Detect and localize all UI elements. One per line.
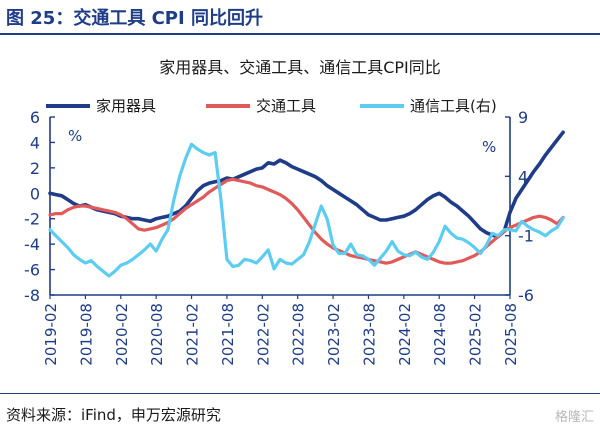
x-tick-label: 2024-02 <box>396 303 414 366</box>
x-tick-label: 2024-08 <box>431 303 449 366</box>
line-chart: 6 4 2 0 -2 -4 -6 -8 9 4 -1 -6%% 2019-02 2019-08 2020-0… <box>24 97 565 366</box>
legend-label-2: 交通工具 <box>256 97 316 115</box>
left-tick-label: -2 <box>24 210 40 229</box>
series-line-3 <box>48 142 565 278</box>
right-tick-label: 4 <box>518 167 528 186</box>
left-tick-label: 0 <box>30 184 40 203</box>
x-tick-label: 2021-02 <box>184 303 202 366</box>
x-tick-label: 2021-08 <box>219 303 237 366</box>
series-line-1 <box>48 130 565 239</box>
x-tick-label: 2022-02 <box>254 303 272 366</box>
title-divider <box>0 33 600 35</box>
source-divider <box>0 393 600 394</box>
right-tick-label: 9 <box>518 108 528 127</box>
right-tick-label: -6 <box>518 286 534 305</box>
x-tick-label: 2025-02 <box>467 303 485 366</box>
x-tick-label: 2025-08 <box>502 303 520 366</box>
x-tick-label: 2019-08 <box>77 303 95 366</box>
figure-title: 图 25：交通工具 CPI 同比回升 <box>6 8 263 29</box>
left-tick-label: 6 <box>30 108 40 127</box>
source-note: 资料来源：iFind，申万宏源研究 <box>6 406 221 424</box>
x-tick-label: 2020-08 <box>148 303 166 366</box>
left-tick-label: -8 <box>24 286 40 305</box>
right-tick-label: -1 <box>518 227 534 246</box>
left-tick-label: -6 <box>24 261 40 280</box>
x-tick-label: 2019-02 <box>42 303 60 366</box>
legend-label-3: 通信工具(右) <box>410 97 497 115</box>
left-tick-label: 4 <box>30 133 40 152</box>
chart-title: 家用器具、交通工具、通信工具CPI同比 <box>159 58 441 77</box>
left-tick-label: -4 <box>24 235 40 254</box>
x-tick-label: 2020-02 <box>113 303 131 366</box>
right-unit-label: % <box>482 138 496 156</box>
x-tick-label: 2023-02 <box>325 303 343 366</box>
left-tick-label: 2 <box>30 159 40 178</box>
x-tick-label: 2023-08 <box>360 303 378 366</box>
x-tick-label: 2022-08 <box>290 303 308 366</box>
left-unit-label: % <box>68 127 82 145</box>
watermark-logo: 格隆汇 <box>554 410 594 425</box>
series-line-2 <box>48 177 565 265</box>
legend-label-1: 家用器具 <box>96 97 156 115</box>
